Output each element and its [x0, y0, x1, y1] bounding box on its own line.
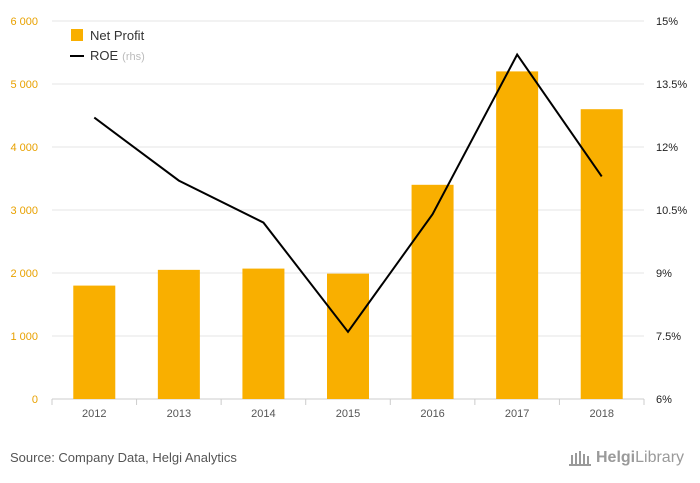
bar-net-profit — [242, 268, 285, 399]
bar-net-profit — [411, 184, 454, 399]
legend-label-net-profit: Net Profit — [90, 28, 145, 43]
bar-net-profit — [327, 273, 369, 399]
left-axis-tick-label: 1 000 — [10, 331, 38, 343]
left-axis-tick-label: 3 000 — [10, 205, 38, 217]
bar-net-profit — [496, 71, 539, 400]
x-axis-tick-label: 2015 — [336, 408, 360, 420]
line-roe — [93, 52, 603, 334]
left-axis-tick-label: 5 000 — [10, 79, 38, 91]
left-axis-tick-label: 4 000 — [10, 142, 38, 154]
x-axis-tick-label: 2013 — [167, 408, 191, 420]
logo-text-bold: Helgi — [596, 449, 636, 466]
legend-label-roe-suffix: (rhs) — [122, 51, 145, 63]
helgi-library-logo: HelgiLibrary — [568, 449, 684, 467]
legend-swatch-net-profit — [71, 29, 83, 41]
x-axis-tick-label: 2018 — [589, 408, 613, 420]
library-building-icon — [569, 451, 591, 466]
left-axis-tick-label: 0 — [32, 394, 38, 406]
bar-net-profit — [73, 285, 116, 399]
right-axis-tick-label: 15% — [656, 16, 678, 28]
x-axis-tick-label: 2016 — [420, 408, 444, 420]
bar-net-profit — [580, 109, 623, 399]
x-axis-tick-label: 2014 — [251, 408, 275, 420]
legend-label-roe: ROE (rhs) — [90, 48, 145, 63]
source-note: Source: Company Data, Helgi Analytics — [10, 450, 237, 465]
right-axis-tick-label: 9% — [656, 268, 672, 280]
bar-net-profit — [157, 269, 200, 399]
left-axis-tick-label: 2 000 — [10, 268, 38, 280]
right-axis-tick-label: 12% — [656, 142, 678, 154]
right-axis-tick-label: 10.5% — [656, 205, 687, 217]
right-axis-tick-label: 7.5% — [656, 331, 681, 343]
right-axis-tick-label: 13.5% — [656, 79, 687, 91]
right-axis-tick-label: 6% — [656, 394, 672, 406]
left-axis-tick-label: 6 000 — [10, 16, 38, 28]
x-axis-tick-label: 2017 — [505, 408, 529, 420]
x-axis-tick-label: 2012 — [82, 408, 106, 420]
chart: 0 1 000 2 000 3 000 4 000 5 000 6 000 6% 7.5% 9% 1… — [10, 16, 687, 420]
logo-text: Library — [635, 449, 685, 466]
